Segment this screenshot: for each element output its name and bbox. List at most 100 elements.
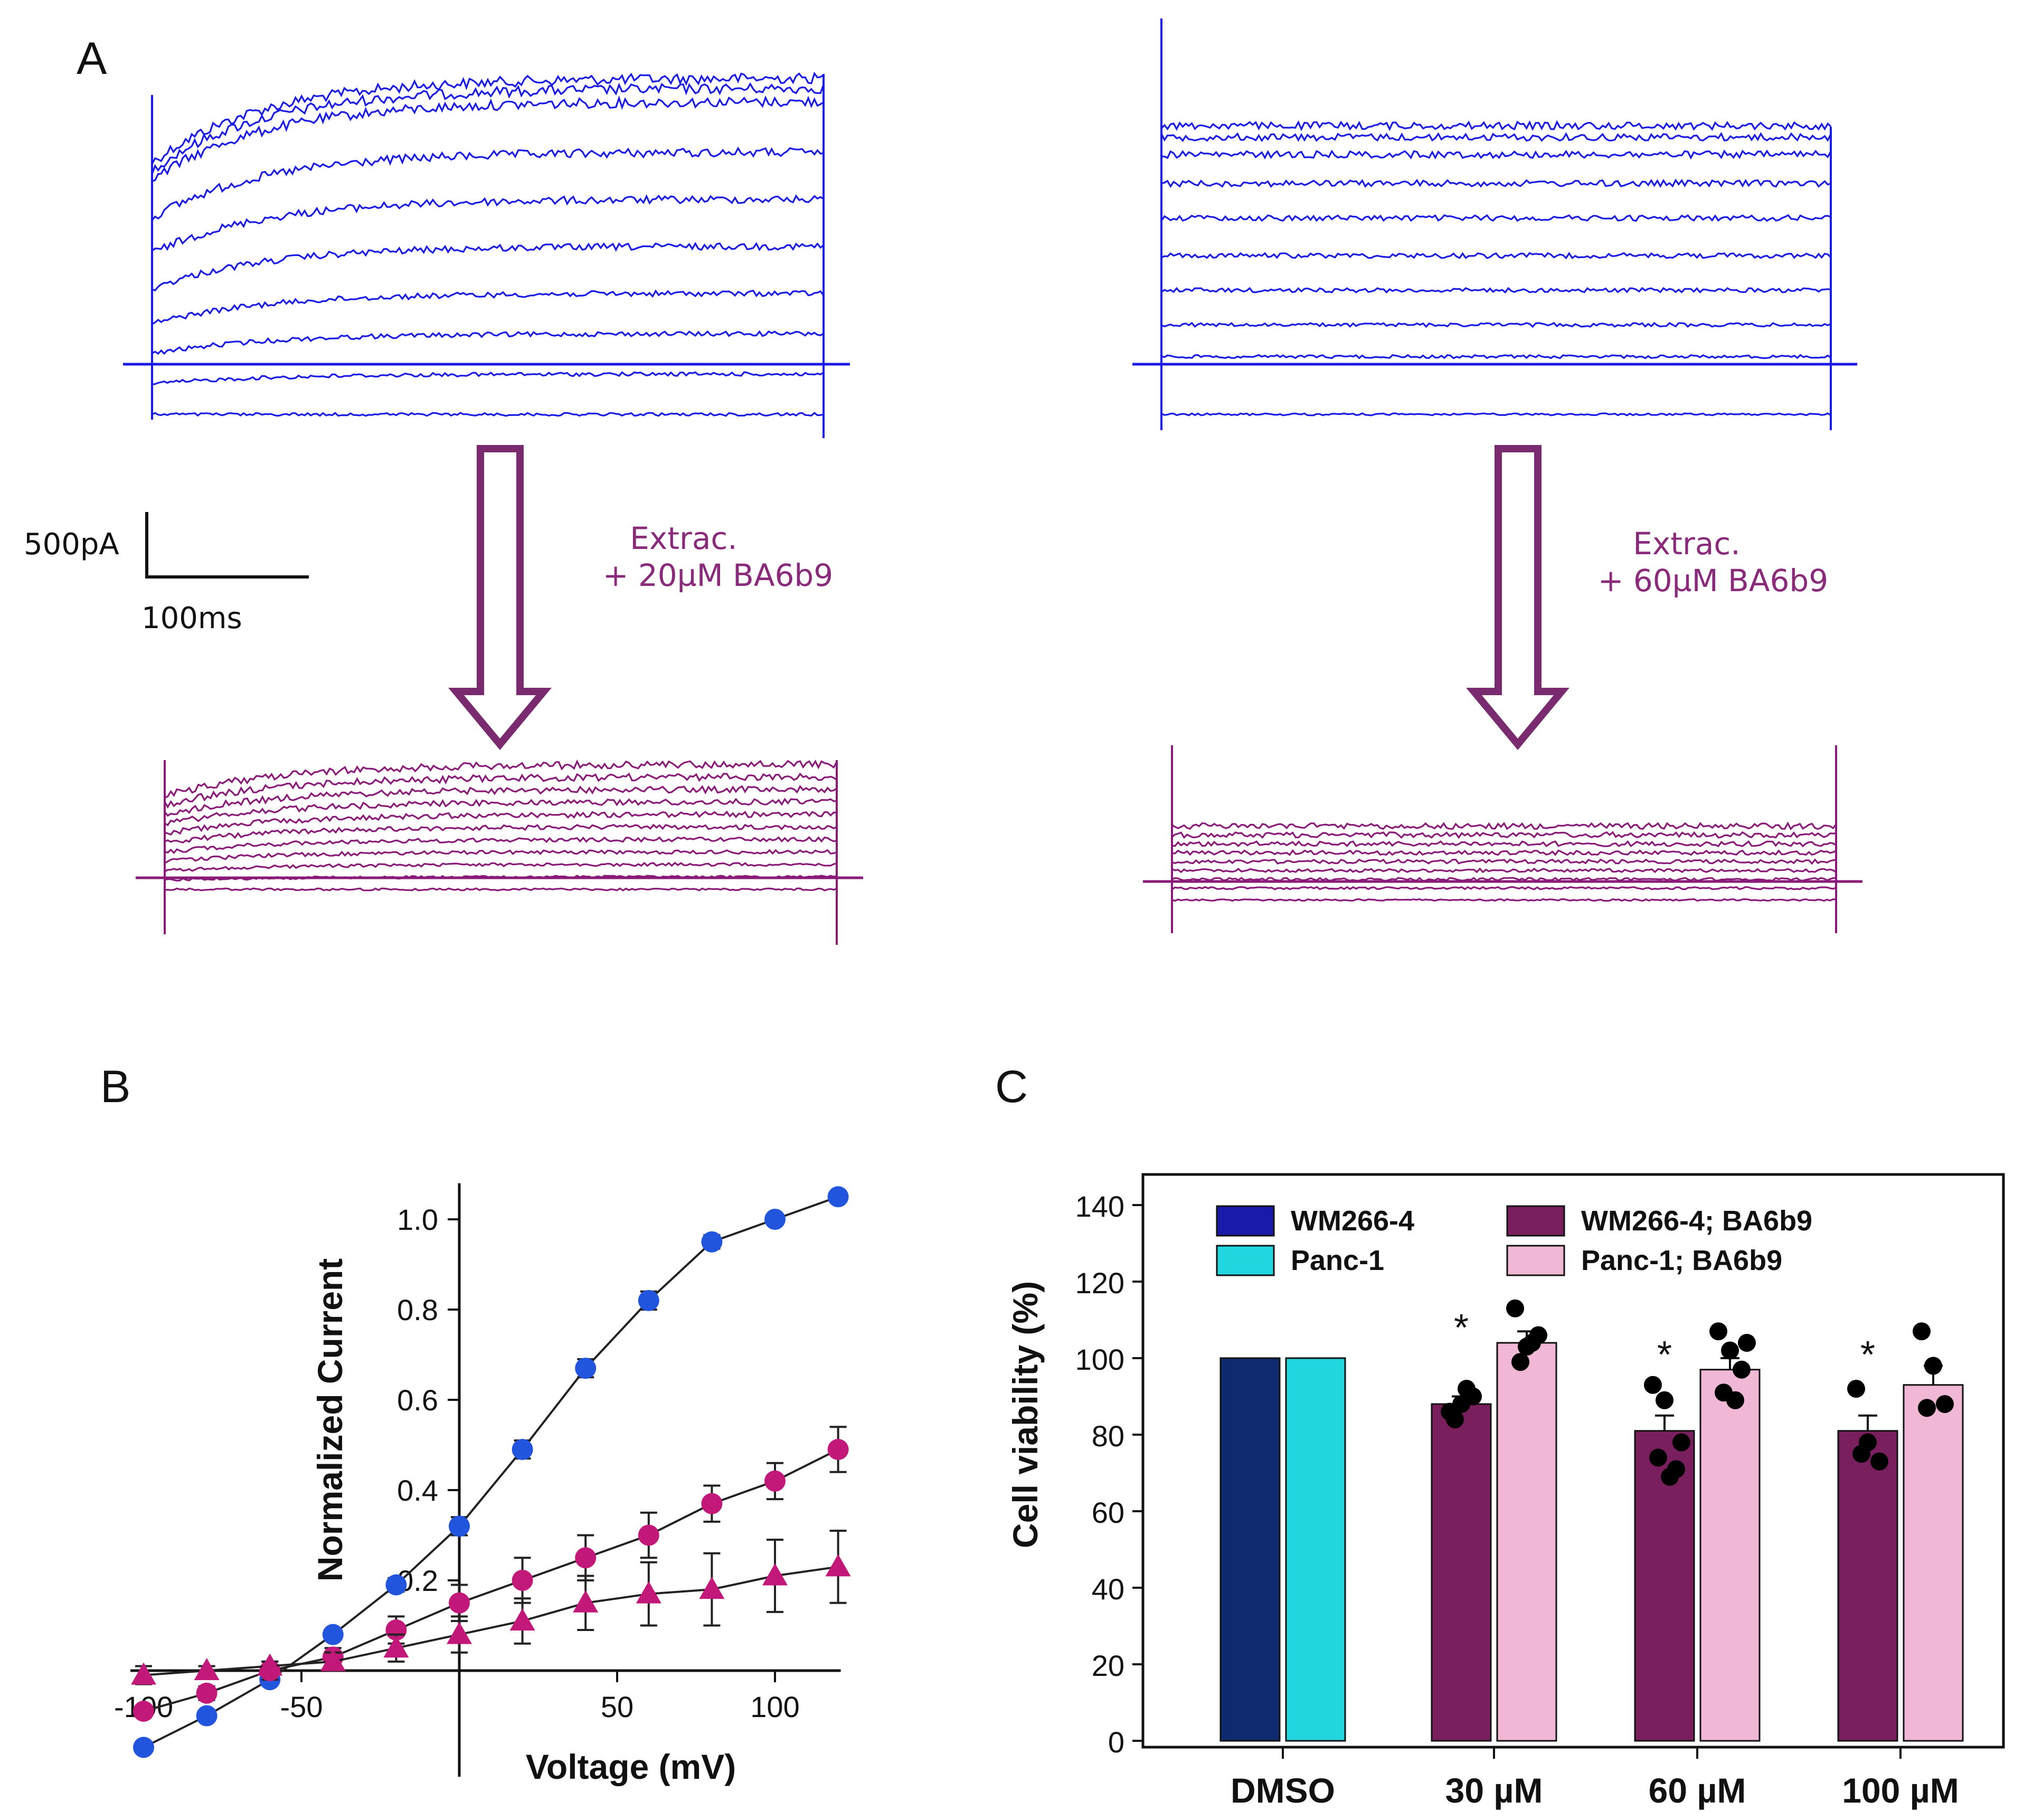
current-sweep xyxy=(1161,287,1831,294)
panel-a-traces: Extrac. + 20µM BA6b9 Extrac. + 60µM BA6b… xyxy=(24,18,1862,945)
current-sweep xyxy=(164,759,838,799)
current-sweep xyxy=(1171,898,1837,902)
c-data-point xyxy=(1523,1334,1541,1352)
current-sweep xyxy=(1171,849,1837,856)
b-y-tick-label: 0.6 xyxy=(397,1383,438,1417)
b-data-point xyxy=(320,1648,346,1671)
c-legend: WM266-4 Panc-1 WM266-4; BA6b9 Panc-1; BA6b9 xyxy=(1216,1205,1812,1276)
b-data-point xyxy=(194,1658,220,1680)
current-sweep xyxy=(1160,132,1832,143)
c-data-point xyxy=(1644,1376,1662,1394)
b-data-point xyxy=(385,1574,407,1596)
c-bar-group xyxy=(1285,1357,1346,1742)
c-significance-marker: * xyxy=(1860,1334,1875,1376)
current-sweep xyxy=(152,330,824,355)
c-bars-group: * * * xyxy=(1219,1299,1964,1742)
c-plot-frame xyxy=(1141,1173,2005,1749)
b-data-point xyxy=(638,1524,659,1546)
trace-family-left-treated xyxy=(136,759,863,945)
right-treatment-line-2: + 60µM BA6b9 xyxy=(1598,563,1828,599)
c-data-point xyxy=(1913,1322,1931,1341)
b-data-point xyxy=(764,1470,786,1492)
b-data-point xyxy=(827,1186,849,1208)
b-data-point xyxy=(636,1581,661,1604)
current-sweep xyxy=(152,95,824,182)
b-data-point xyxy=(383,1635,409,1658)
c-y-ticks: 0 20 40 60 80 100 120 140 xyxy=(1075,1190,1143,1759)
b-series-0 xyxy=(133,1186,849,1758)
current-sweep xyxy=(1171,831,1836,839)
current-sweep xyxy=(1161,321,1831,328)
c-bar-group xyxy=(1496,1299,1557,1742)
current-sweep xyxy=(164,784,837,817)
b-y-tick-label: 1.0 xyxy=(397,1203,438,1236)
c-y-tick-label: 20 xyxy=(1092,1649,1124,1682)
b-series-2 xyxy=(131,1529,851,1685)
trace-family-left-control xyxy=(123,71,850,438)
current-sweep xyxy=(152,412,824,417)
c-category-label: DMSO xyxy=(1231,1771,1335,1810)
current-sweep xyxy=(1161,178,1831,188)
current-sweep xyxy=(164,810,837,836)
b-data-point xyxy=(322,1624,344,1645)
b-series-line xyxy=(143,1196,839,1749)
c-bar xyxy=(1699,1369,1761,1742)
current-sweep xyxy=(164,836,837,855)
c-category-label: 100 µM xyxy=(1842,1771,1959,1810)
c-data-point xyxy=(1721,1341,1739,1360)
c-legend-label: WM266-4; BA6b9 xyxy=(1581,1205,1812,1237)
c-significance-marker: * xyxy=(1454,1307,1469,1349)
b-series-1 xyxy=(133,1426,849,1722)
b-x-tick-label: 50 xyxy=(601,1690,633,1723)
c-bar xyxy=(1285,1357,1346,1742)
c-data-point xyxy=(1870,1452,1888,1471)
trace-family-right-control xyxy=(1132,18,1857,430)
c-data-point xyxy=(1656,1391,1673,1409)
c-bar xyxy=(1496,1342,1557,1742)
current-sweep xyxy=(152,242,824,292)
panel-c-label: C xyxy=(995,1061,1028,1112)
treatment-arrow-left xyxy=(448,445,552,750)
current-sweep xyxy=(164,875,837,882)
current-sweep xyxy=(151,146,824,221)
scale-time-label: 100ms xyxy=(141,601,242,636)
c-y-tick-label: 0 xyxy=(1108,1726,1124,1759)
c-category-label: 30 µM xyxy=(1445,1771,1543,1810)
c-legend-label: WM266-4 xyxy=(1291,1205,1414,1237)
b-data-point xyxy=(701,1231,723,1253)
current-sweep xyxy=(1161,149,1832,160)
c-bar-group xyxy=(1699,1322,1761,1742)
c-data-point xyxy=(1924,1357,1942,1375)
current-sweep xyxy=(1161,251,1832,260)
c-data-point xyxy=(1847,1380,1865,1398)
b-series-group xyxy=(131,1186,851,1758)
b-data-point xyxy=(825,1554,851,1577)
b-data-point xyxy=(762,1563,788,1586)
panel-c-bar-chart: 0 20 40 60 80 100 120 140 * * * DMSO 30 µM 60 µM 100… xyxy=(1006,1173,2005,1810)
c-legend-swatch xyxy=(1506,1245,1565,1276)
c-bar-group xyxy=(1903,1322,1964,1742)
c-data-point xyxy=(1733,1360,1751,1379)
c-y-axis-label: Cell viability (%) xyxy=(1006,1281,1045,1548)
current-sweep xyxy=(1171,886,1837,890)
c-data-point xyxy=(1506,1299,1524,1317)
panel-b-label: B xyxy=(100,1061,130,1112)
c-legend-label: Panc-1 xyxy=(1291,1245,1384,1276)
b-data-point xyxy=(638,1290,659,1311)
current-sweep xyxy=(1171,877,1837,882)
current-sweep xyxy=(164,772,837,809)
current-sweep xyxy=(164,798,837,827)
c-y-tick-label: 40 xyxy=(1092,1572,1124,1606)
current-sweep xyxy=(1171,821,1837,830)
b-data-point xyxy=(575,1358,597,1379)
current-sweep xyxy=(152,194,824,252)
current-sweep xyxy=(1171,867,1837,874)
c-data-point xyxy=(1738,1334,1756,1352)
current-sweep xyxy=(151,82,825,175)
c-data-point xyxy=(1458,1380,1476,1398)
c-legend-label: Panc-1; BA6b9 xyxy=(1581,1245,1782,1276)
b-data-point xyxy=(196,1682,218,1704)
b-data-point xyxy=(196,1705,218,1727)
c-legend-swatch xyxy=(1216,1205,1275,1237)
c-data-point xyxy=(1936,1395,1954,1413)
